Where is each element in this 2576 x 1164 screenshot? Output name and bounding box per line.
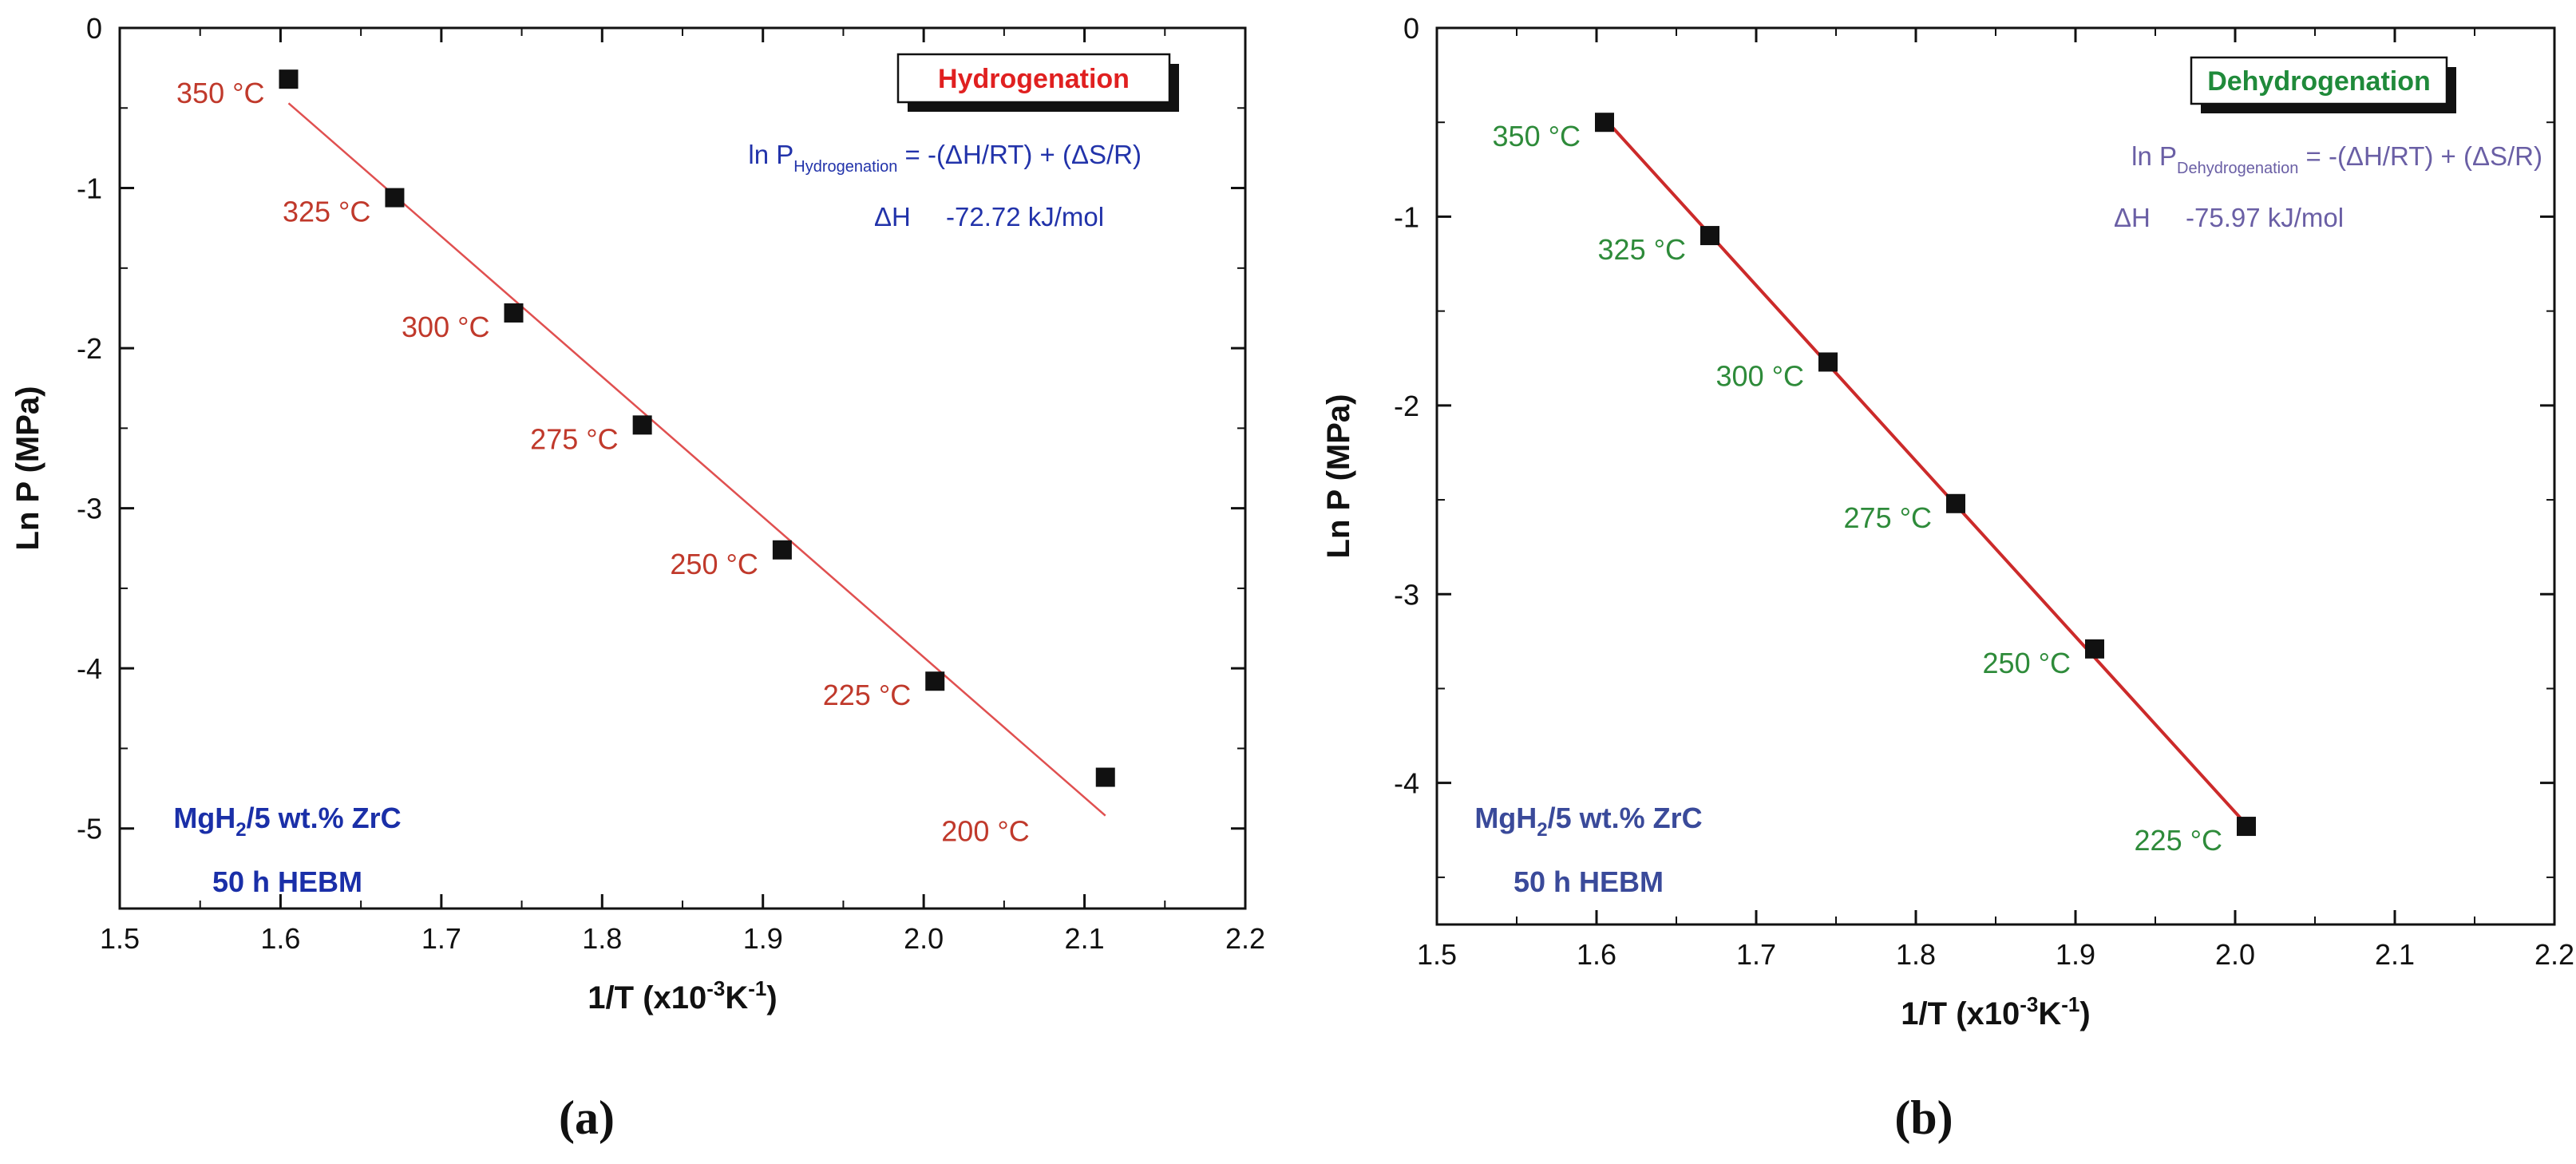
- y-tick-label: 0: [86, 12, 102, 45]
- temperature-label: 250 °C: [1983, 647, 2071, 679]
- delta-h-symbol: ΔH: [874, 202, 911, 232]
- temperature-label: 200 °C: [941, 815, 1029, 848]
- x-tick-label: 2.2: [2534, 938, 2574, 971]
- x-axis-title-sup2: -1: [748, 976, 766, 1000]
- x-tick-label: 1.9: [2056, 938, 2095, 971]
- sample-process: 50 h HEBM: [212, 865, 362, 898]
- sample-name-sub: 2: [235, 819, 246, 841]
- y-tick-label: -1: [1394, 200, 1419, 233]
- data-point: [385, 188, 405, 208]
- temperature-label: 350 °C: [1493, 120, 1581, 152]
- x-axis-title-sup: -3: [2020, 992, 2038, 1016]
- temperature-label: 225 °C: [2135, 824, 2222, 857]
- data-point: [2237, 817, 2256, 837]
- x-tick-label: 2.1: [2375, 938, 2415, 971]
- y-axis-title: Ln P (MPa): [1321, 394, 1356, 559]
- x-tick-label: 1.5: [100, 922, 140, 955]
- y-tick-label: -3: [1394, 578, 1419, 611]
- x-tick-label: 2.2: [1225, 922, 1265, 955]
- data-point: [925, 671, 945, 691]
- x-axis-title-main: 1/T (x10: [1901, 996, 2020, 1031]
- x-tick-label: 1.7: [1736, 938, 1776, 971]
- data-point: [632, 415, 652, 435]
- y-tick-label: -3: [77, 493, 102, 525]
- delta-h-symbol: ΔH: [2114, 203, 2151, 232]
- temperature-label: 275 °C: [530, 422, 618, 455]
- x-tick-label: 1.6: [260, 922, 300, 955]
- sample-name: MgH2/5 wt.% ZrC: [1474, 802, 1702, 841]
- sample-name-main: MgH: [1474, 802, 1537, 834]
- x-axis-title-sup2: -1: [2061, 992, 2079, 1016]
- data-point: [279, 69, 299, 89]
- x-tick-label: 2.0: [904, 922, 944, 955]
- y-tick-label: -2: [77, 332, 102, 365]
- data-point: [1595, 113, 1614, 133]
- chart-panel-a: 1.5 1.6 1.7 1.8 1.9 2.0 2.1 2.2 0 -1 -2 -3 -4 -5 1/T (…: [10, 12, 1265, 1144]
- delta-h-value: -75.97 kJ/mol: [2186, 203, 2344, 232]
- sample-process: 50 h HEBM: [1514, 865, 1664, 898]
- x-tick-label: 1.6: [1577, 938, 1616, 971]
- x-axis-title-main: 1/T (x10: [588, 980, 706, 1016]
- temperature-label: 300 °C: [402, 311, 489, 343]
- equation-rest: = -(ΔH/RT) + (ΔS/R): [897, 140, 1142, 169]
- delta-h-value: -72.72 kJ/mol: [946, 202, 1104, 232]
- data-point: [772, 540, 792, 560]
- temperature-label: 275 °C: [1844, 501, 1932, 534]
- badge-label: Hydrogenation: [938, 64, 1130, 94]
- temperature-label: 225 °C: [823, 679, 911, 711]
- panel-label: (b): [1894, 1091, 1953, 1144]
- y-tick-label: -1: [77, 172, 102, 205]
- temperature-label: 250 °C: [670, 548, 758, 580]
- equation-prefix: ln P: [748, 140, 793, 169]
- sample-name-main: MgH: [173, 802, 235, 834]
- sample-name-sub: 2: [1537, 819, 1547, 841]
- y-tick-label: -4: [77, 652, 102, 685]
- sample-name-rest: /5 wt.% ZrC: [1548, 802, 1703, 834]
- equation-text: ln PHydrogenation = -(ΔH/RT) + (ΔS/R): [748, 140, 1142, 176]
- equation-text: ln PDehydrogenation = -(ΔH/RT) + (ΔS/R): [2131, 141, 2542, 177]
- x-tick-label: 1.7: [421, 922, 461, 955]
- x-axis-title-unit: K: [2038, 996, 2061, 1031]
- y-tick-label: -5: [77, 813, 102, 845]
- x-axis-title-end: ): [766, 980, 777, 1016]
- chart-panel-b: 1.5 1.6 1.7 1.8 1.9 2.0 2.1 2.2 0 -1 -2 -3 -4 1/T (x1…: [1321, 12, 2574, 1144]
- temperature-label: 350 °C: [176, 77, 264, 109]
- x-tick-label: 1.8: [582, 922, 622, 955]
- x-axis-title: 1/T (x10-3K-1): [588, 976, 777, 1016]
- x-tick-label: 2.0: [2215, 938, 2255, 971]
- data-point: [1095, 767, 1115, 787]
- x-tick-label: 1.8: [1896, 938, 1936, 971]
- y-axis-title: Ln P (MPa): [10, 386, 46, 551]
- equation-subscript: Dehydrogenation: [2177, 160, 2298, 177]
- equation-prefix: ln P: [2131, 141, 2177, 171]
- x-axis-title-sup: -3: [706, 976, 725, 1000]
- data-point: [504, 303, 524, 323]
- x-tick-label: 1.9: [743, 922, 783, 955]
- sample-name: MgH2/5 wt.% ZrC: [173, 802, 401, 841]
- y-tick-label: -2: [1394, 390, 1419, 422]
- sample-name-rest: /5 wt.% ZrC: [247, 802, 402, 834]
- temperature-label: 325 °C: [283, 196, 370, 228]
- temperature-label: 300 °C: [1716, 359, 1804, 392]
- x-axis-title-unit: K: [725, 980, 748, 1016]
- x-axis-title: 1/T (x10-3K-1): [1901, 992, 2090, 1031]
- data-point: [2085, 639, 2104, 659]
- badge-box: [896, 53, 1171, 104]
- badge-box: [2190, 56, 2448, 105]
- equation-rest: = -(ΔH/RT) + (ΔS/R): [2298, 141, 2542, 171]
- panel-label: (a): [559, 1091, 615, 1144]
- data-point: [1818, 352, 1838, 372]
- x-tick-label: 1.5: [1417, 938, 1457, 971]
- equation-subscript: Hydrogenation: [793, 158, 897, 176]
- fit-line: [287, 102, 1106, 817]
- data-point: [1946, 493, 1965, 513]
- badge-label: Dehydrogenation: [2207, 66, 2431, 97]
- x-tick-label: 2.1: [1065, 922, 1105, 955]
- y-tick-label: 0: [1403, 12, 1419, 45]
- data-point: [1700, 226, 1719, 246]
- temperature-label: 325 °C: [1598, 233, 1686, 266]
- y-tick-label: -4: [1394, 767, 1419, 800]
- x-axis-title-end: ): [2079, 996, 2090, 1031]
